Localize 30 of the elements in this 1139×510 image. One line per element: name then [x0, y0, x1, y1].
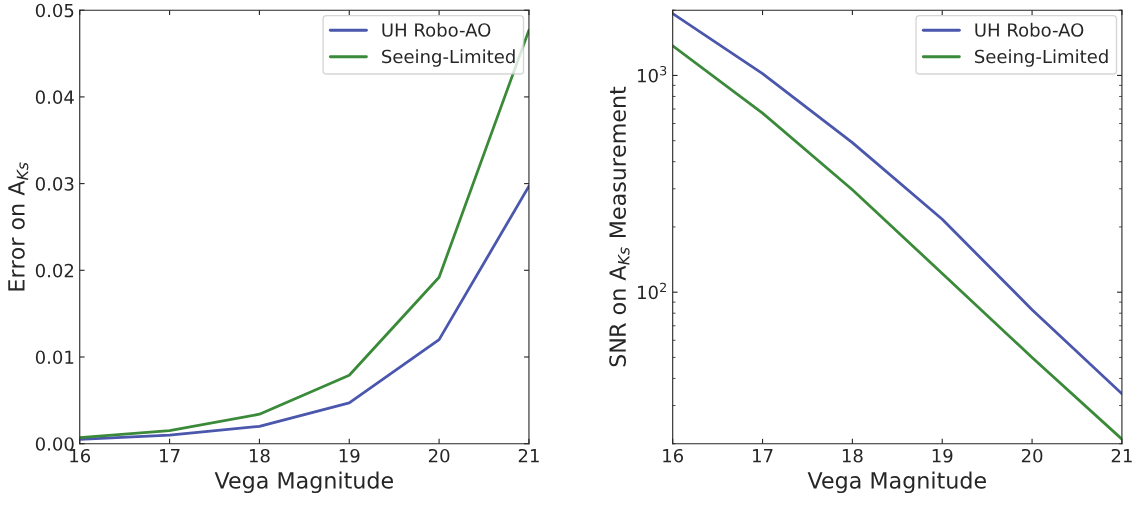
x-tick-label: 16 — [70, 448, 91, 463]
legend-label: Seeing-Limited — [382, 49, 515, 67]
x-axis-title: Vega Magnitude — [807, 471, 986, 494]
x-tick-label: 21 — [518, 448, 539, 463]
y-tick-label: 0.03 — [35, 177, 74, 191]
y-tick-label: 0.02 — [35, 263, 74, 278]
y-tick-label: 0.00 — [35, 437, 74, 451]
line-series — [672, 44, 1122, 441]
line-series — [79, 184, 529, 441]
x-tick-label: 19 — [932, 448, 953, 463]
y-tick-label: 0.01 — [35, 350, 74, 365]
x-tick-label: 17 — [753, 449, 773, 463]
y-tick-label: 10$^{3}$ — [638, 65, 667, 83]
legend-label: Seeing-Limited — [975, 49, 1108, 67]
x-tick-label: 18 — [842, 448, 863, 463]
legend-label: UH Robo-AO — [975, 22, 1084, 37]
x-tick-label: 19 — [339, 448, 360, 463]
y-tick-label: 0.04 — [35, 90, 74, 105]
x-tick-label: 20 — [428, 448, 450, 463]
y-axis-title: SNR on A$_{Ks}$ Measurement — [609, 86, 630, 367]
x-tick-label: 20 — [1021, 448, 1043, 463]
x-tick-label: 18 — [249, 448, 270, 463]
y-tick-label: 0.05 — [35, 3, 74, 18]
x-tick-label: 21 — [1111, 448, 1132, 463]
x-axis-title: Vega Magnitude — [214, 471, 393, 494]
x-tick-label: 16 — [663, 448, 684, 463]
x-tick-label: 17 — [160, 449, 180, 463]
y-tick-label: 10$^{2}$ — [638, 282, 666, 300]
y-axis-title: Error on A$_{Ks}$ — [8, 162, 29, 291]
legend-label: UH Robo-AO — [382, 22, 491, 37]
